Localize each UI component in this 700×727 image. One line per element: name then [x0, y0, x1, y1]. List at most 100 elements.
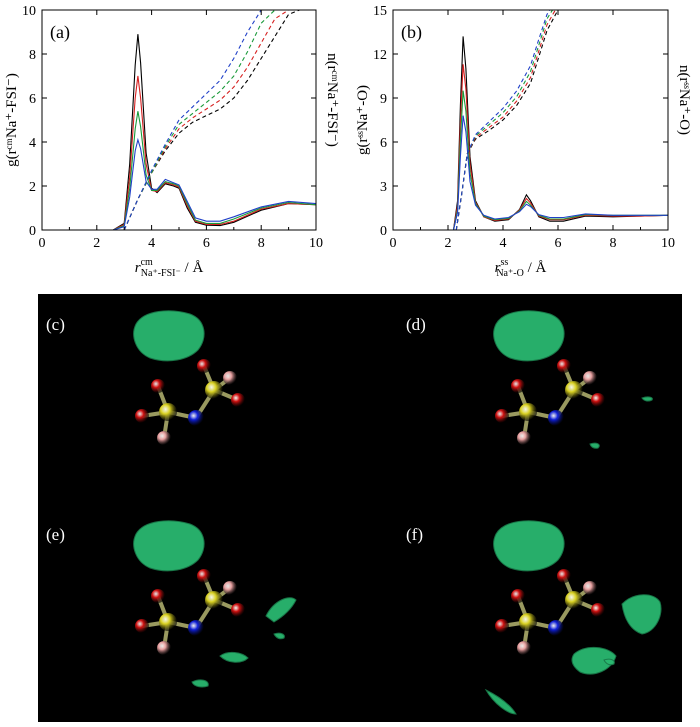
y-tick-label: 10: [22, 4, 36, 19]
oxygen-atom: [495, 409, 509, 423]
structure-e: (e): [46, 520, 297, 688]
isosurface-fragment: [484, 688, 517, 715]
oxygen-atom: [511, 379, 525, 393]
oxygen-atom: [135, 409, 149, 423]
oxygen-atom: [197, 359, 211, 373]
y-tick-label: 4: [29, 136, 36, 151]
structure-d: (d): [406, 310, 653, 449]
sulfur-atom: [519, 613, 537, 631]
rdf-charts: 0 2 4 6 8 10 0 2 4 6 8 10 (a) rcm Na⁺-FSI⁻ / Å g(rᶜᵐNa⁺…: [4, 4, 692, 279]
x-tick-label: 0: [39, 236, 46, 251]
structure-tag: (d): [406, 315, 426, 334]
sulfur-atom: [565, 381, 583, 399]
rdf-curve-0: [112, 34, 316, 230]
y-tick-label: 6: [29, 92, 36, 107]
structure-f: (f): [406, 520, 662, 715]
molecular-structures-panel: (c) (d) (e) (f): [38, 294, 682, 722]
isosurface-fragment: [571, 647, 617, 675]
coordination-curve-5: [123, 10, 289, 230]
fluorine-atom: [517, 641, 531, 655]
oxygen-atom: [557, 359, 571, 373]
nitrogen-atom: [188, 410, 204, 426]
rdf-curve-2: [112, 111, 316, 230]
fluorine-atom: [223, 581, 237, 595]
coordination-curve-7: [123, 10, 262, 230]
oxygen-atom: [231, 603, 245, 617]
structure-tag: (e): [46, 525, 65, 544]
structure-tag: (f): [406, 525, 423, 544]
isosurface-main: [133, 520, 205, 572]
molecular-structures-svg: (c) (d) (e) (f): [46, 310, 662, 715]
rdf-curve-1: [452, 64, 668, 230]
panel-tag: (a): [50, 22, 70, 43]
x-tick-label: 4: [500, 236, 507, 251]
oxygen-atom: [591, 603, 605, 617]
isosurface-main: [133, 310, 205, 362]
isosurface-fragment: [273, 632, 285, 640]
oxygen-atom: [495, 619, 509, 633]
oxygen-atom: [197, 569, 211, 583]
y-tick-label: 3: [380, 180, 387, 195]
chart-a: 0 2 4 6 8 10 0 2 4 6 8 10 (a) rcm Na⁺-FSI⁻ / Å g(rᶜᵐNa⁺…: [4, 4, 340, 279]
fluorine-atom: [157, 431, 171, 445]
y-axis-label-right: n(rˢˢNa⁺-O): [676, 65, 692, 135]
oxygen-atom: [151, 379, 165, 393]
rdf-curve-3: [452, 115, 668, 230]
plot-frame: [392, 9, 669, 231]
sulfur-atom: [565, 591, 583, 609]
coordination-curve-4: [455, 10, 559, 230]
sulfur-atom: [205, 591, 223, 609]
oxygen-atom: [511, 589, 525, 603]
oxygen-atom: [151, 589, 165, 603]
x-tick-label: 10: [661, 236, 675, 251]
coordination-curve-5: [455, 10, 556, 230]
oxygen-atom: [557, 569, 571, 583]
sulfur-atom: [159, 613, 177, 631]
isosurface-main: [493, 520, 565, 572]
structure-tag: (c): [46, 315, 65, 334]
x-tick-label: 2: [93, 236, 100, 251]
rdf-curve-3: [113, 137, 316, 230]
coordination-curve-4: [123, 10, 300, 230]
x-tick-label: 4: [148, 236, 155, 251]
fluorine-atom: [583, 371, 597, 385]
y-axis-label-right: n(rᶜᵐNa⁺-FSI⁻): [324, 53, 340, 147]
coordination-curve-6: [123, 10, 276, 230]
sulfur-atom: [205, 381, 223, 399]
rdf-curve-1: [112, 75, 316, 230]
isosurface-fragment: [219, 651, 249, 663]
nitrogen-atom: [548, 620, 564, 636]
nitrogen-atom: [548, 410, 564, 426]
x-axis-label: rss Na⁺-O / Å: [495, 257, 547, 279]
y-tick-label: 15: [373, 4, 387, 19]
x-tick-label: 2: [445, 236, 452, 251]
x-tick-label: 6: [203, 236, 210, 251]
isosurface-main: [493, 310, 565, 362]
chart-b: 0 2 4 6 8 10 0 3 6 9 12 15 (b) rss Na⁺-O / Å g(rˢˢNa⁺-O…: [355, 4, 692, 279]
rdf-curve-2: [452, 90, 668, 230]
fluorine-atom: [157, 641, 171, 655]
y-tick-label: 0: [29, 224, 36, 239]
nitrogen-atom: [188, 620, 204, 636]
fluorine-atom: [517, 431, 531, 445]
isosurface-fragment: [603, 658, 615, 666]
isosurface-fragment: [621, 594, 662, 635]
y-tick-label: 9: [380, 92, 387, 107]
y-tick-label: 12: [373, 48, 387, 63]
isosurface-fragment: [265, 597, 297, 623]
isosurface-fragment: [589, 442, 600, 449]
y-tick-label: 8: [29, 48, 36, 63]
structure-c: (c): [46, 310, 245, 445]
oxygen-atom: [591, 393, 605, 407]
sulfur-atom: [519, 403, 537, 421]
panel-tag: (b): [401, 22, 422, 43]
y-tick-label: 2: [29, 180, 36, 195]
coordination-curve-7: [455, 10, 551, 230]
isosurface-fragment: [191, 679, 209, 688]
oxygen-atom: [135, 619, 149, 633]
x-tick-label: 8: [258, 236, 265, 251]
y-tick-label: 0: [380, 224, 387, 239]
y-tick-label: 6: [380, 136, 387, 151]
sulfur-atom: [159, 403, 177, 421]
x-tick-label: 10: [309, 236, 323, 251]
